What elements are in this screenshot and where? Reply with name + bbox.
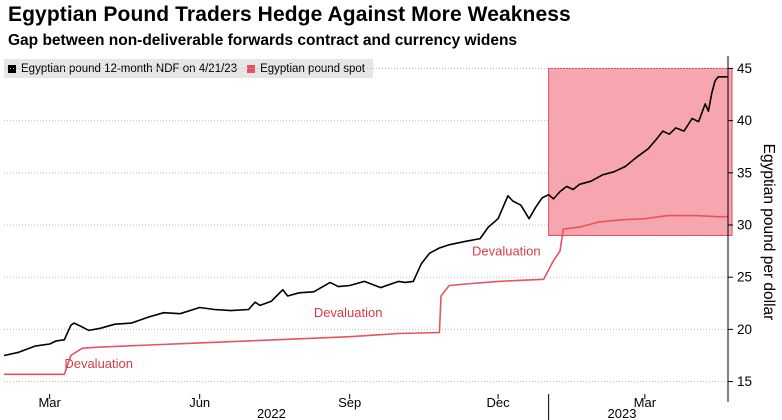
series-line-spot xyxy=(4,214,728,376)
highlight-region-group xyxy=(548,67,733,236)
series-group xyxy=(3,76,728,376)
annotations-group: Devaluation Devaluation Devaluation xyxy=(64,243,540,371)
y-tick-label-35: 35 xyxy=(737,165,752,180)
axes-group: 15 20 25 30 35 40 45 Egyptian pound per dollar M… xyxy=(38,56,777,420)
chart-title: Egyptian Pound Traders Hedge Against Mor… xyxy=(8,3,571,26)
y-tick-label-30: 30 xyxy=(737,218,752,233)
x-year-label-0: 2022 xyxy=(257,406,286,420)
y-tick-label-40: 40 xyxy=(737,113,752,128)
highlight-region xyxy=(548,67,733,236)
chart-legend: Egyptian pound 12-month NDF on 4/21/23 E… xyxy=(4,59,373,78)
devaluation-annotation-2: Devaluation xyxy=(472,243,541,258)
legend-swatch-spot xyxy=(247,64,256,73)
y-tick-label-15: 15 xyxy=(737,374,752,389)
x-tick-label-0: Mar xyxy=(38,395,61,410)
legend-item-ndf: Egyptian pound 12-month NDF on 4/21/23 xyxy=(8,63,237,75)
x-tick-label-2: Sep xyxy=(338,395,361,410)
devaluation-annotation-0: Devaluation xyxy=(64,356,133,371)
y-tick-label-20: 20 xyxy=(737,322,752,337)
legend-label-ndf: Egyptian pound 12-month NDF on 4/21/23 xyxy=(21,62,238,75)
series-line-ndf xyxy=(3,76,728,357)
y-tick-label-25: 25 xyxy=(737,270,752,285)
x-tick-label-4: Mar xyxy=(634,395,657,410)
chart-subtitle: Gap between non-deliverable forwards con… xyxy=(8,32,518,49)
devaluation-annotation-1: Devaluation xyxy=(314,305,383,320)
legend-item-spot: Egyptian pound spot xyxy=(247,63,365,75)
y-tick-label-45: 45 xyxy=(737,61,752,76)
legend-swatch-ndf xyxy=(8,64,16,73)
x-year-label-1: 2023 xyxy=(608,406,637,420)
x-tick-label-1: Jun xyxy=(189,395,210,410)
x-tick-label-3: Dec xyxy=(487,395,511,410)
legend-label-spot: Egyptian pound spot xyxy=(260,62,365,75)
y-axis-label: Egyptian pound per dollar xyxy=(760,144,777,321)
